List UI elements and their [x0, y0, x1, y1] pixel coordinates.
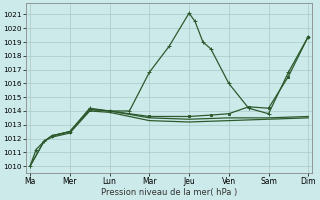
X-axis label: Pression niveau de la mer( hPa ): Pression niveau de la mer( hPa ) — [101, 188, 237, 197]
